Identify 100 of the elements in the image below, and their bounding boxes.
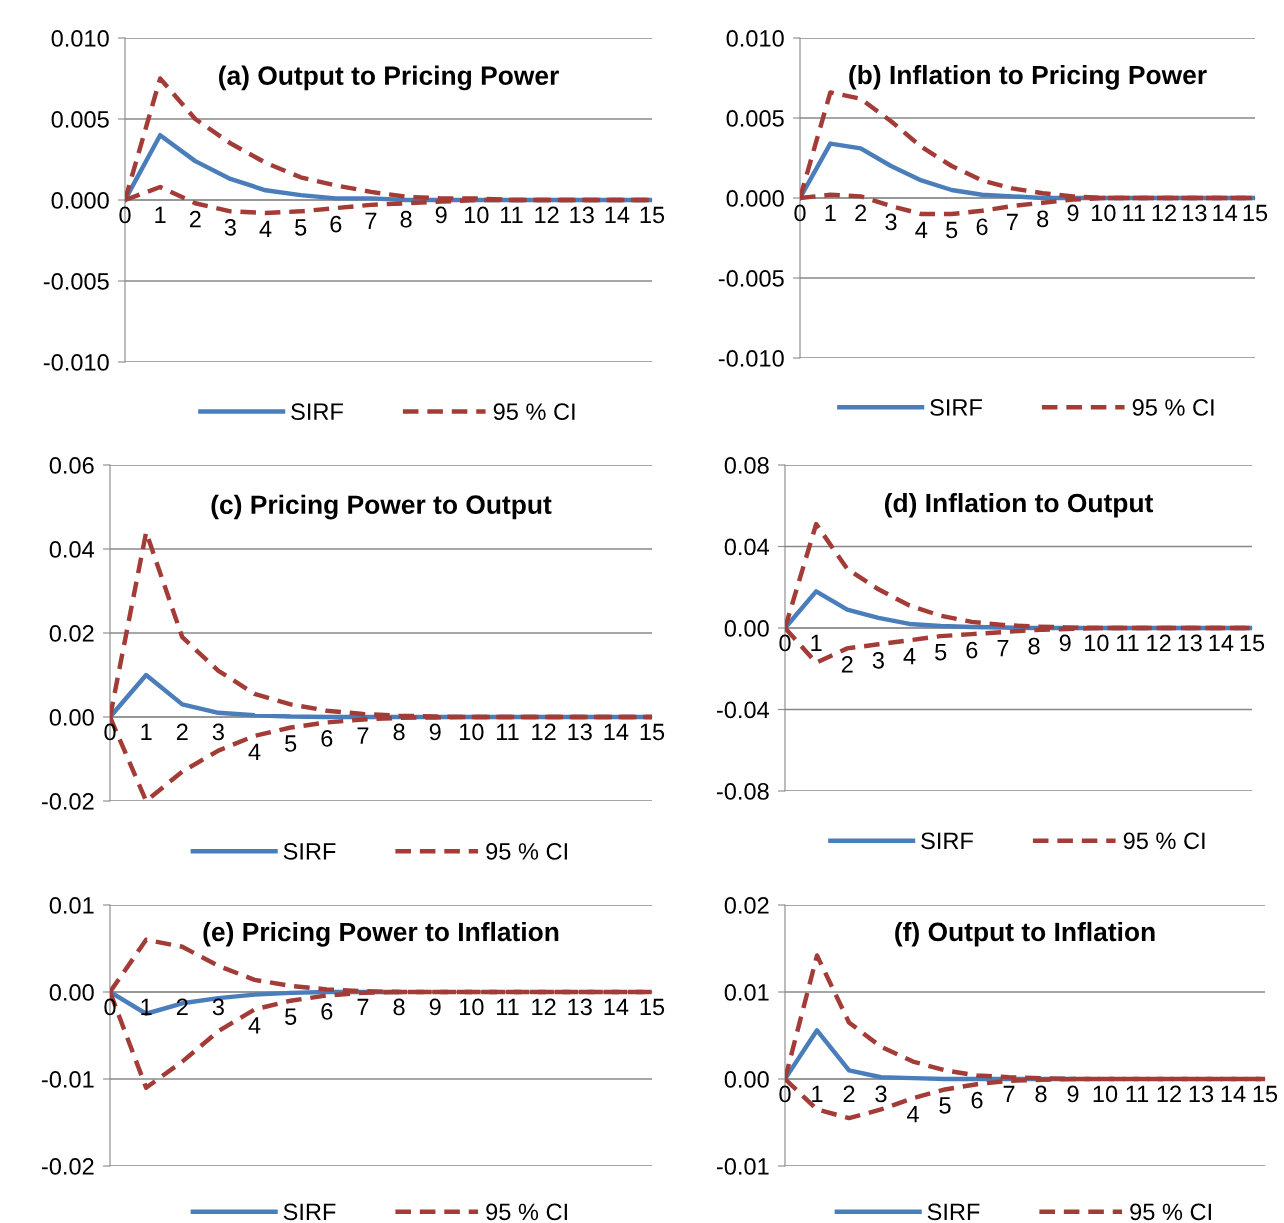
x-tick-label: 7 — [1006, 213, 1018, 231]
x-tick-label: 1 — [811, 634, 822, 652]
y-tick-label: -0.02 — [41, 793, 94, 810]
x-tick-label: 11 — [1117, 634, 1139, 652]
x-tick-label: 0 — [794, 204, 806, 222]
text: (c) Pricing Power to Output — [211, 494, 552, 520]
x-tick-label: 12 — [1152, 204, 1176, 222]
y-tick-label: 0.06 — [49, 457, 94, 474]
x-tick-label: 13 — [1178, 634, 1202, 652]
y-tick-label: 0.00 — [49, 984, 94, 1001]
x-tick-label: 10 — [1085, 634, 1109, 652]
x-tick-label: 8 — [393, 998, 405, 1016]
y-tick-label: 0.005 — [726, 110, 784, 127]
y-tick-label: -0.02 — [41, 1158, 94, 1175]
legend-label: 95 % CI — [1130, 1203, 1211, 1221]
x-tick-label: 5 — [295, 219, 307, 236]
x-tick-label: 6 — [321, 730, 333, 747]
y-tick-label: 0.02 — [724, 897, 769, 914]
legend-label: SIRF — [283, 1203, 336, 1221]
x-tick-label: 4 — [248, 743, 261, 761]
x-tick-label: 4 — [915, 221, 928, 239]
x-tick-label: 10 — [460, 723, 484, 741]
x-tick-label: 1 — [155, 206, 166, 224]
y-tick-label: 0.04 — [49, 541, 95, 558]
x-tick-label: 9 — [1059, 634, 1071, 652]
x-tick-label: 11 — [1126, 1085, 1149, 1103]
legend-label: SIRF — [921, 832, 973, 850]
legend-label: SIRF — [930, 399, 982, 416]
x-tick-label: 10 — [1093, 1085, 1118, 1103]
x-tick-label: 6 — [966, 641, 978, 659]
x-tick-label: 8 — [1028, 637, 1040, 655]
y-tick-label: 0.00 — [724, 1071, 769, 1088]
x-tick-label: 13 — [1189, 1085, 1214, 1103]
y-tick-label: 0.08 — [724, 457, 769, 474]
y-tick-label: 0.010 — [51, 30, 109, 47]
y-tick-label: 0.00 — [49, 709, 94, 726]
x-tick-label: 5 — [946, 221, 958, 239]
x-tick-label: 1 — [812, 1085, 823, 1103]
x-tick-label: 1 — [825, 204, 836, 222]
x-tick-label: 6 — [976, 218, 988, 236]
x-tick-label: 5 — [939, 1097, 951, 1114]
x-tick-label: 6 — [321, 1003, 333, 1020]
text: (d) Inflation to Output — [885, 492, 1154, 518]
y-tick-label: -0.010 — [43, 354, 109, 371]
x-tick-label: 14 — [1213, 204, 1238, 222]
x-tick-label: 0 — [104, 723, 116, 741]
x-tick-label: 15 — [1253, 1085, 1278, 1103]
x-tick-label: 14 — [1221, 1085, 1246, 1103]
x-tick-label: 15 — [1243, 204, 1268, 222]
x-tick-label: 9 — [429, 998, 441, 1016]
x-tick-label: 3 — [212, 723, 224, 741]
x-tick-label: 14 — [604, 998, 629, 1016]
x-tick-label: 11 — [497, 998, 519, 1016]
x-tick-label: 2 — [855, 204, 867, 222]
x-tick-label: 0 — [779, 634, 791, 652]
x-tick-label: 2 — [843, 1085, 855, 1103]
x-tick-label: 5 — [285, 1008, 297, 1026]
x-tick-label: 13 — [1183, 204, 1207, 222]
x-tick-label: 15 — [640, 998, 665, 1016]
x-tick-label: 8 — [1037, 210, 1049, 228]
x-tick-label: 8 — [400, 210, 412, 228]
legend-label: SIRF — [291, 403, 343, 421]
x-tick-label: 13 — [570, 206, 594, 224]
y-tick-label: 0.010 — [726, 30, 784, 47]
x-tick-label: 4 — [248, 1017, 261, 1034]
y-tick-label: 0.005 — [51, 111, 109, 128]
x-tick-label: 10 — [465, 206, 489, 224]
x-tick-label: 2 — [189, 210, 201, 228]
x-tick-label: 14 — [604, 723, 629, 741]
text: (b) Inflation to Pricing Power — [849, 64, 1207, 90]
x-tick-label: 3 — [212, 998, 224, 1016]
legend-label: 95 % CI — [1123, 832, 1205, 850]
legend-label: SIRF — [927, 1203, 980, 1221]
x-tick-label: 14 — [605, 206, 630, 224]
x-tick-label: 9 — [1067, 1085, 1079, 1103]
legend-label: SIRF — [283, 843, 336, 860]
x-tick-label: 13 — [568, 998, 592, 1016]
x-tick-label: 0 — [104, 998, 116, 1016]
x-tick-label: 7 — [357, 727, 369, 744]
x-tick-label: 15 — [1240, 634, 1265, 652]
x-tick-label: 9 — [435, 206, 447, 224]
x-tick-label: 8 — [1035, 1085, 1047, 1103]
y-tick-label: 0.01 — [724, 984, 769, 1001]
x-tick-label: 11 — [497, 723, 519, 741]
x-tick-label: 2 — [841, 656, 853, 673]
text: (a) Output to Pricing Power — [219, 65, 559, 91]
x-tick-label: 12 — [535, 206, 559, 224]
x-tick-label: 4 — [259, 220, 272, 238]
y-tick-label: -0.010 — [718, 350, 784, 367]
x-tick-label: 1 — [141, 723, 152, 741]
y-tick-label: -0.08 — [716, 783, 769, 800]
x-tick-label: 12 — [532, 998, 556, 1016]
x-tick-label: 3 — [875, 1085, 887, 1103]
x-tick-label: 3 — [885, 213, 897, 231]
y-tick-label: -0.005 — [718, 270, 784, 287]
y-tick-label: -0.01 — [716, 1158, 769, 1175]
x-tick-label: 11 — [501, 206, 523, 224]
text: (e) Pricing Power to Inflation — [203, 921, 559, 947]
legend-label: 95 % CI — [493, 403, 575, 421]
x-tick-label: 5 — [935, 644, 947, 661]
